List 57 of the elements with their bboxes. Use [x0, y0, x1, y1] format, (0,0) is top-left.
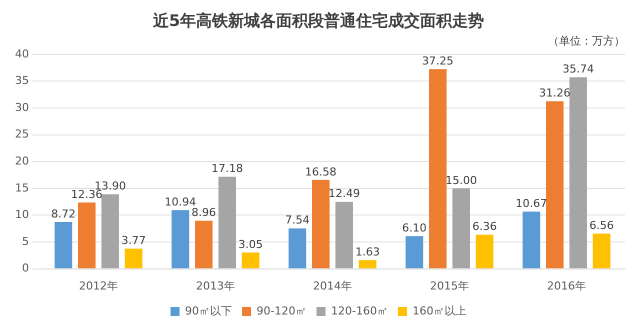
legend-label: 90-120㎡ [256, 304, 307, 318]
data-label: 17.18 [211, 162, 243, 176]
bar [569, 77, 587, 268]
bar [218, 176, 236, 268]
bar [429, 69, 447, 268]
data-label: 35.74 [562, 62, 594, 76]
bar [452, 188, 470, 268]
x-tick-label: 2013年 [196, 279, 235, 292]
data-label: 16.58 [305, 165, 337, 178]
bar [592, 234, 610, 268]
y-tick-label: 10 [14, 208, 29, 222]
legend-label: 120-160㎡ [331, 304, 388, 318]
y-tick-label: 20 [14, 154, 29, 168]
data-label: 10.94 [164, 196, 196, 209]
data-label: 6.36 [472, 220, 497, 234]
data-label: 15.00 [445, 174, 477, 187]
data-label: 6.56 [589, 219, 614, 232]
y-tick-label: 40 [14, 47, 29, 60]
bar [195, 220, 213, 268]
bar [288, 228, 306, 268]
bar [406, 236, 424, 268]
chart-title: 近5年高铁新城各面积段普通住宅成交面积走势 [152, 10, 484, 30]
y-tick-label: 15 [14, 181, 29, 194]
x-tick-label: 2012年 [78, 279, 118, 292]
data-label: 12.49 [328, 187, 360, 200]
bar [546, 101, 564, 268]
bar [78, 202, 96, 268]
bar [522, 212, 540, 268]
data-label: 31.26 [539, 86, 571, 100]
chart-subtitle: （单位：万方） [548, 34, 625, 48]
x-tick-label: 2016年 [547, 279, 586, 292]
x-tick-label: 2015年 [430, 279, 469, 292]
y-tick-label: 0 [22, 262, 29, 275]
bar [476, 234, 494, 268]
x-tick-label: 2014年 [313, 279, 352, 292]
y-tick-label: 35 [14, 74, 29, 88]
legend-label: 90㎡以下 [185, 304, 232, 318]
bar [124, 248, 142, 268]
bar [358, 260, 376, 268]
data-label: 1.63 [355, 245, 380, 258]
bar [172, 210, 190, 268]
legend-label: 160㎡以上 [412, 304, 466, 318]
bar [312, 180, 330, 268]
bar [54, 222, 72, 268]
data-label: 8.96 [192, 206, 216, 220]
y-tick-label: 5 [22, 234, 29, 248]
data-label: 3.77 [121, 234, 146, 247]
bar [335, 202, 353, 268]
bar [242, 252, 260, 268]
data-label: 6.10 [402, 221, 427, 234]
data-label: 7.54 [285, 214, 310, 227]
y-tick-label: 25 [14, 128, 29, 141]
data-label: 37.25 [422, 54, 454, 68]
bar [101, 194, 119, 268]
y-tick-label: 30 [14, 100, 29, 114]
data-label: 8.72 [51, 207, 76, 220]
data-label: 3.05 [238, 238, 263, 251]
